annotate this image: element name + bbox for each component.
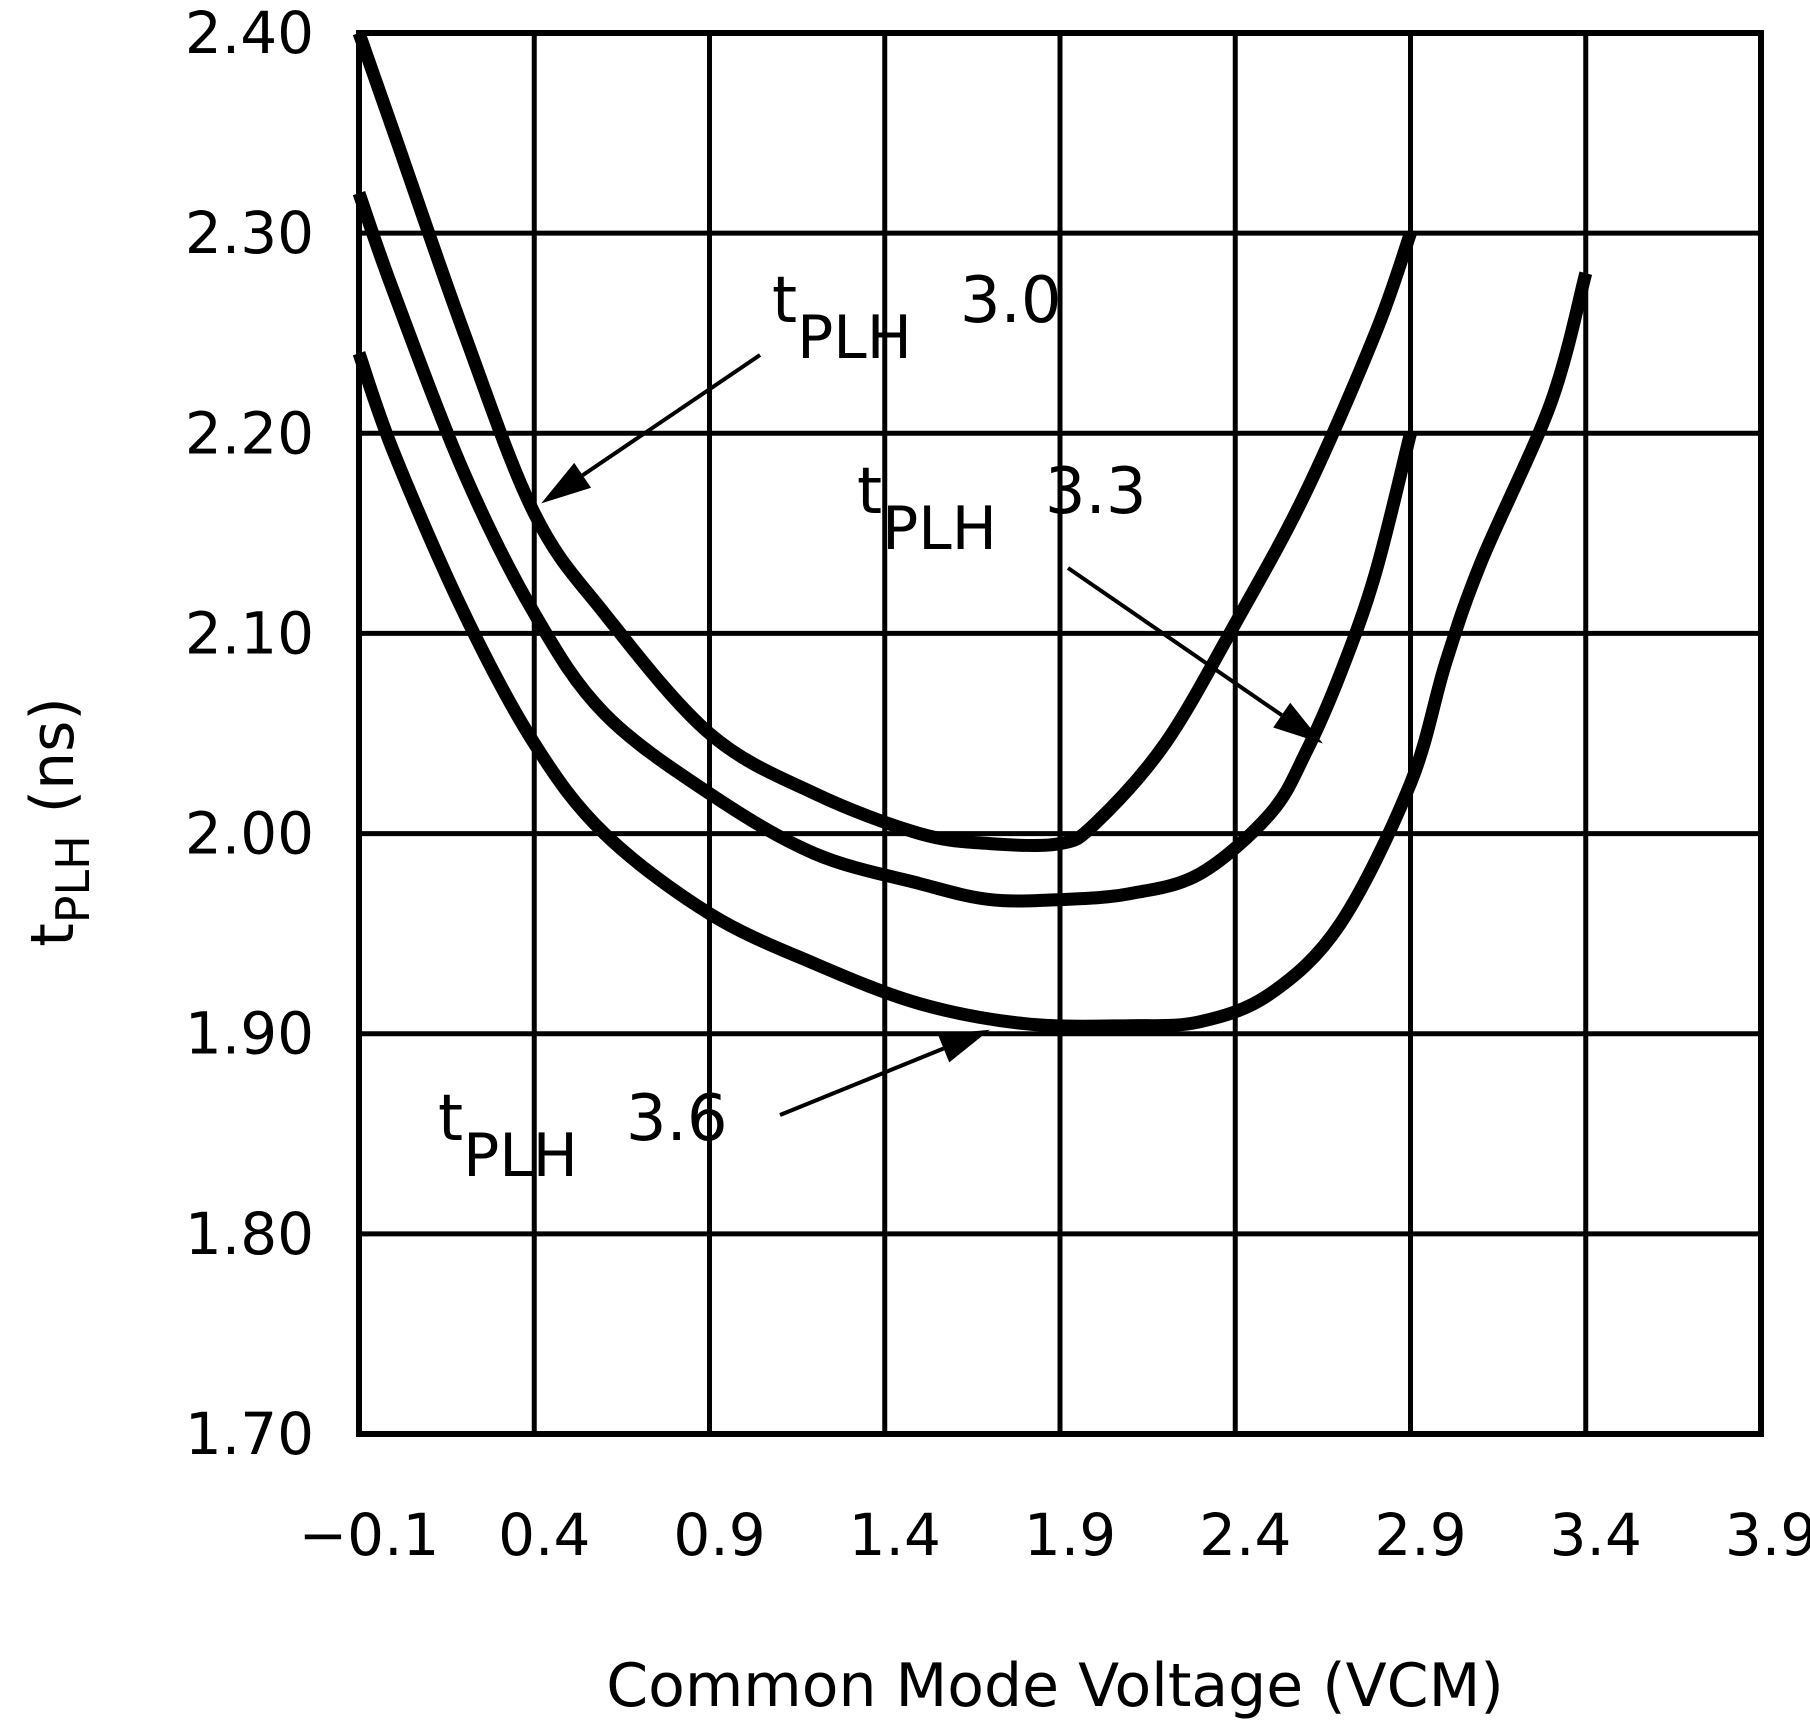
- annotation-arrowhead: [541, 462, 592, 504]
- annotation-main: t: [438, 1082, 463, 1156]
- series-layer: [352, 30, 1593, 1033]
- x-tick-label: 1.9: [1024, 1501, 1116, 1569]
- annotation-tplh-3-0: tPLH 3.0: [541, 264, 1062, 504]
- x-tick-label: 1.4: [849, 1501, 941, 1569]
- y-tick-label: 1.80: [185, 1200, 314, 1268]
- annotation-value: 3.6: [626, 1082, 728, 1156]
- plot-frame: [356, 30, 1764, 1437]
- annotation-value: 3.3: [1045, 455, 1147, 529]
- y-tick-label: 2.40: [185, 0, 314, 67]
- x-tick-label: 3.4: [1550, 1501, 1642, 1569]
- annotation-label: tPLH 3.3: [857, 455, 1147, 564]
- series-line-tplh-3-0: [352, 30, 1417, 852]
- x-tick-label: 0.9: [673, 1501, 765, 1569]
- x-tick-label: 2.4: [1199, 1501, 1291, 1569]
- annotation-value: 3.0: [960, 264, 1062, 338]
- series-line-tplh-3-6: [352, 271, 1593, 1033]
- annotation-sub: PLH: [463, 1121, 578, 1191]
- annotation-main: t: [772, 264, 797, 338]
- annotation-sub: PLH: [882, 494, 997, 564]
- annotation-arrowhead: [937, 1029, 990, 1063]
- annotation-arrow: [1066, 566, 1283, 717]
- x-tick-label: 0.4: [498, 1501, 590, 1569]
- annotation-label: tPLH 3.0: [772, 264, 1062, 373]
- x-tick-label: 2.9: [1374, 1501, 1466, 1569]
- annotation-tplh-3-3: tPLH 3.3: [857, 455, 1323, 744]
- annotation-sub: PLH: [797, 303, 912, 373]
- x-axis-title: Common Mode Voltage (VCM): [606, 1651, 1504, 1721]
- grid-layer: [356, 30, 1764, 1437]
- annotation-tplh-3-6: tPLH 3.6: [438, 1029, 990, 1191]
- y-axis-title-main: t: [18, 923, 88, 947]
- y-tick-label: 1.90: [185, 1000, 314, 1068]
- annotation-label: tPLH 3.6: [438, 1082, 728, 1191]
- x-tick-label: −0.1: [299, 1501, 440, 1569]
- y-tick-label: 2.30: [185, 199, 314, 267]
- y-axis-title-unit: (ns): [18, 697, 88, 813]
- annotation-arrow: [581, 353, 762, 477]
- x-tick-labels: −0.1 0.4 0.9 1.4 1.9 2.4 2.9 3.4 3.9: [299, 1501, 1810, 1569]
- y-tick-labels: 1.70 1.80 1.90 2.00 2.10 2.20 2.30 2.40: [185, 0, 314, 1468]
- annotation-arrowhead: [1273, 702, 1323, 744]
- y-tick-label: 2.00: [185, 800, 314, 868]
- y-tick-label: 1.70: [185, 1400, 314, 1468]
- y-axis-title: tPLH (ns): [18, 697, 100, 947]
- series-line-tplh-3-3: [352, 190, 1417, 908]
- y-tick-label: 2.20: [185, 399, 314, 467]
- y-axis-title-sub: PLH: [46, 835, 100, 923]
- x-tick-label: 3.9: [1725, 1501, 1810, 1569]
- y-tick-label: 2.10: [185, 599, 314, 667]
- annotation-arrow: [779, 1046, 945, 1117]
- annotation-main: t: [857, 455, 882, 529]
